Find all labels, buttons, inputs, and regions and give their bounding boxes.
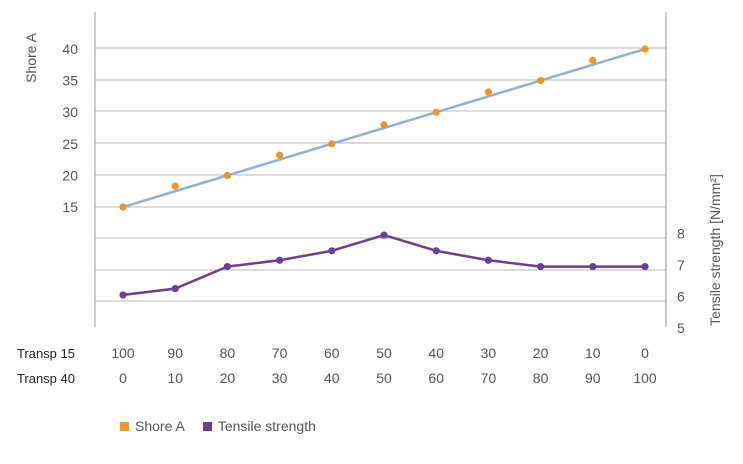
right-axis-title: Tensile strength [N/mm²] <box>707 174 723 326</box>
shore-point <box>276 151 284 159</box>
tensile-line <box>122 233 645 297</box>
shore-series <box>119 45 649 211</box>
x-row-name: Transp 40 <box>17 371 75 386</box>
tensile-point <box>223 262 231 271</box>
shore-point <box>537 77 545 85</box>
right-tick-label: 6 <box>677 289 685 305</box>
x-row-labels: Transp 15 Transp 40 <box>17 346 75 386</box>
tensile-point <box>537 262 545 271</box>
right-tick-label: 8 <box>677 226 685 242</box>
x-tick-label: 0 <box>641 345 649 361</box>
left-axis-ticks: 15 20 25 30 35 40 <box>62 41 78 215</box>
tensile-point <box>276 256 284 264</box>
x-tick-label: 0 <box>119 370 127 386</box>
shore-point <box>641 45 649 53</box>
x-tick-label: 20 <box>533 345 549 361</box>
x-tick-label: 30 <box>481 345 497 361</box>
x-tick-label: 60 <box>428 370 444 386</box>
grid-lines <box>95 47 666 302</box>
legend-label-shore: Shore A <box>135 418 185 434</box>
x-tick-label: 10 <box>585 345 601 361</box>
right-tick-label: 5 <box>677 320 685 336</box>
legend-label-tensile: Tensile strength <box>217 418 316 434</box>
x-tick-label: 20 <box>220 370 236 386</box>
left-tick-label: 35 <box>62 73 78 89</box>
left-tick-label: 25 <box>62 136 78 152</box>
tensile-point <box>641 262 649 271</box>
shore-point <box>589 56 597 64</box>
right-axis-ticks: 5 6 7 8 <box>677 226 685 337</box>
tensile-point <box>484 256 492 264</box>
left-tick-label: 15 <box>62 199 78 215</box>
legend-swatch-shore <box>120 421 129 431</box>
x-axis-ticks: 100 90 80 70 60 50 40 30 20 10 00 10 20 30 40 50 60 70 80 9… <box>111 345 657 386</box>
x-tick-label: 100 <box>633 370 657 386</box>
shore-point <box>328 140 336 148</box>
x-tick-label: 100 <box>111 345 135 361</box>
legend-item-shore: Shore A <box>120 418 185 434</box>
left-tick-label: 30 <box>62 104 78 120</box>
x-tick-label: 90 <box>167 345 183 361</box>
shore-point <box>119 203 127 211</box>
tensile-series <box>119 231 649 299</box>
x-tick-label: 70 <box>272 345 288 361</box>
left-tick-label: 20 <box>62 167 78 183</box>
tensile-point <box>328 247 336 255</box>
tensile-point <box>432 247 440 255</box>
left-tick-label: 40 <box>62 41 78 57</box>
legend-swatch-tensile <box>202 421 212 431</box>
shore-point <box>380 121 388 129</box>
right-tick-label: 7 <box>677 257 685 273</box>
x-tick-label: 10 <box>167 370 183 386</box>
tensile-point <box>589 262 597 271</box>
tensile-point <box>380 231 388 239</box>
x-tick-label: 40 <box>324 370 340 386</box>
tensile-point <box>171 285 179 293</box>
x-tick-label: 30 <box>272 370 288 386</box>
shore-point <box>223 171 231 179</box>
shore-point <box>484 88 492 96</box>
x-tick-label: 80 <box>220 345 236 361</box>
x-tick-label: 40 <box>428 345 444 361</box>
x-tick-label: 80 <box>533 370 549 386</box>
shore-point <box>432 108 440 116</box>
legend: Shore A Tensile strength <box>120 418 316 434</box>
tensile-point <box>119 291 127 299</box>
x-tick-label: 50 <box>376 345 392 361</box>
left-axis-title: Shore A <box>23 32 39 82</box>
legend-item-tensile: Tensile strength <box>202 418 316 434</box>
shore-point <box>171 182 179 190</box>
x-tick-label: 90 <box>585 370 601 386</box>
x-row-name: Transp 15 <box>17 346 75 361</box>
x-tick-label: 60 <box>324 345 340 361</box>
x-tick-label: 50 <box>376 370 392 386</box>
x-tick-label: 70 <box>481 370 497 386</box>
